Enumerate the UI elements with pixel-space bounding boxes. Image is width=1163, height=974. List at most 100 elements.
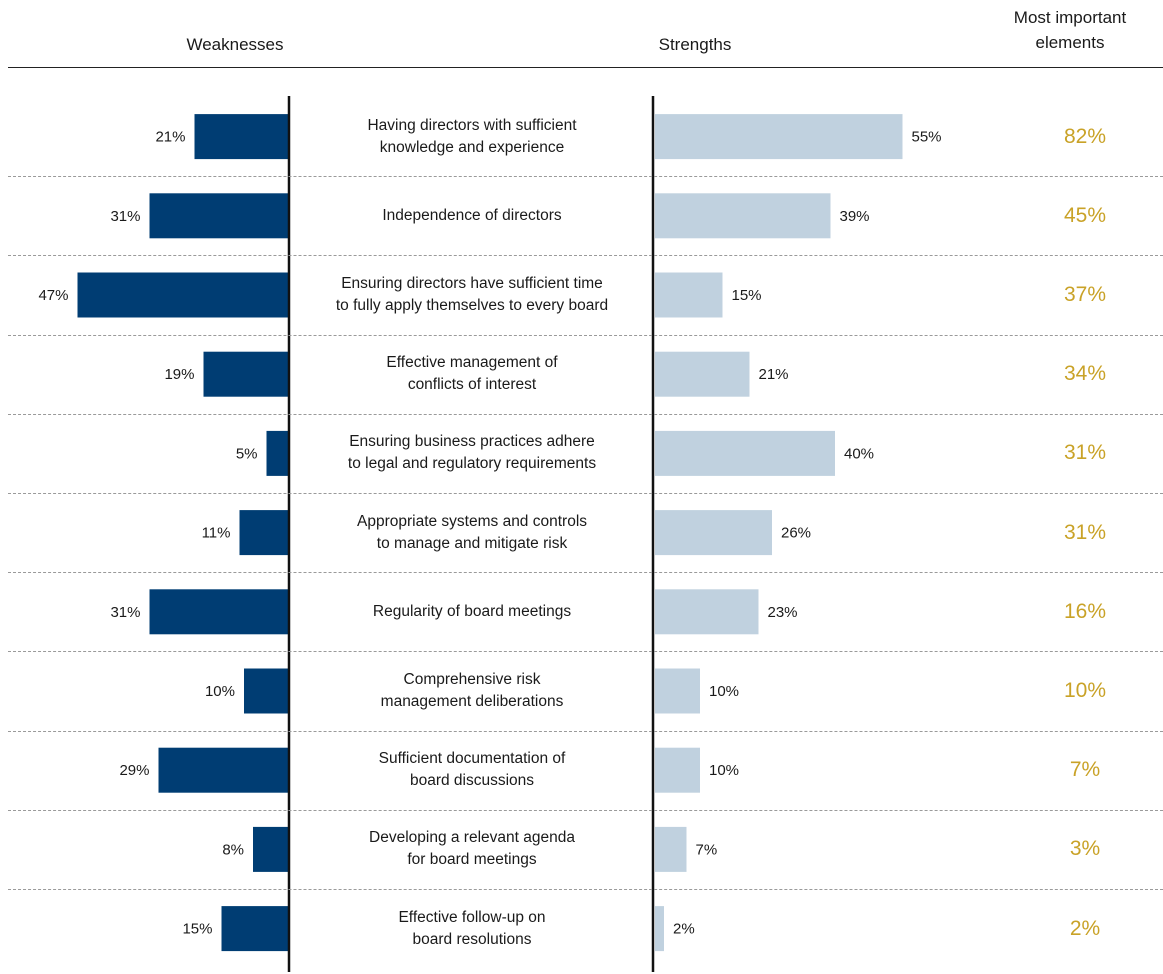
weakness-bar (77, 272, 289, 318)
weakness-value-label: 10% (205, 683, 235, 700)
category-label-line: Ensuring directors have sufficient time (341, 274, 603, 292)
category-label: Regularity of board meetings (296, 572, 648, 651)
weakness-bar (149, 589, 289, 635)
strength-value-label: 7% (696, 841, 718, 858)
weakness-bar (244, 668, 289, 714)
category-label-line: Effective management of (386, 354, 558, 372)
strength-bar (655, 826, 687, 872)
category-label: Ensuring business practices adhere to leg… (296, 414, 648, 493)
category-label: Comprehensive risk management deliberatio… (296, 651, 648, 730)
important-value-label: 16% (1063, 599, 1107, 623)
strength-bar (655, 114, 903, 160)
important-value-label: 31% (1063, 520, 1107, 544)
strength-value-label: 10% (709, 762, 739, 779)
row-separator (8, 809, 1163, 811)
category-label: Sufficient documentation of board discuss… (296, 731, 648, 810)
strength-value-label: 21% (759, 366, 789, 383)
row-separator (8, 493, 1163, 494)
strengths-header: Strengths (658, 35, 732, 54)
weakness-value-label: 15% (182, 921, 212, 938)
row-separator (8, 255, 1163, 257)
strength-value-label: 40% (844, 445, 874, 462)
most-important-header-line1: Most important (1013, 8, 1127, 27)
strength-bar (655, 193, 831, 239)
category-label: Effective follow-up on board resolutions (296, 889, 648, 968)
strength-bar (655, 668, 700, 714)
category-label-line: conflicts of interest (407, 376, 537, 394)
important-value-label: 3% (1069, 837, 1101, 861)
weakness-bar (194, 114, 289, 160)
category-label-line: Regularity of board meetings (372, 602, 572, 620)
strength-bar (655, 747, 700, 793)
category-label-line: Having directors with sufficient (367, 116, 577, 134)
strength-bar (655, 272, 723, 318)
row-separator (8, 413, 1163, 415)
row-separator (8, 730, 1163, 732)
important-value-label: 34% (1063, 362, 1107, 386)
important-value-label: 7% (1069, 758, 1101, 782)
weakness-value-label: 29% (119, 762, 149, 779)
row-separator (8, 572, 1163, 574)
important-value-label: 10% (1063, 678, 1107, 702)
category-label-line: management deliberations (380, 692, 564, 710)
category-label-line: to legal and regulatory requirements (347, 455, 597, 473)
strength-value-label: 39% (840, 208, 870, 225)
row-separator (8, 334, 1163, 336)
weaknesses-header: Weaknesses (186, 35, 284, 54)
strength-value-label: 26% (781, 525, 811, 542)
row-separator (8, 176, 1163, 178)
category-label-line: to fully apply themselves to every board (335, 296, 609, 314)
most-important-header-line2: elements (1035, 33, 1105, 52)
category-label-line: Developing a relevant agenda (369, 829, 575, 847)
most-important-header: Most important elements (980, 5, 1160, 55)
category-label-line: to manage and mitigate risk (376, 534, 568, 552)
weakness-bar (221, 906, 289, 952)
weakness-value-label: 21% (155, 129, 185, 146)
weakness-value-label: 19% (164, 366, 194, 383)
row-separator (8, 651, 1163, 653)
category-label: Effective management of conflicts of inte… (296, 335, 648, 414)
strength-bar (655, 351, 750, 397)
weakness-bar (239, 510, 289, 556)
strength-bar (655, 430, 835, 476)
category-label-line: Independence of directors (382, 206, 562, 224)
strength-value-label: 55% (912, 129, 942, 146)
strength-bar (655, 589, 759, 635)
category-label: Independence of directors (296, 176, 648, 255)
weakness-bar (158, 747, 289, 793)
important-value-label: 82% (1063, 124, 1107, 148)
weakness-bar (149, 193, 289, 239)
weakness-value-label: 31% (110, 604, 140, 621)
strength-value-label: 2% (673, 921, 695, 938)
category-label-line: Appropriate systems and controls (356, 512, 588, 530)
category-label-line: for board meetings (407, 851, 537, 869)
category-label-line: knowledge and experience (379, 138, 565, 156)
row-separator (8, 889, 1163, 890)
category-label: Appropriate systems and controls to manag… (296, 493, 648, 572)
header-rule (8, 67, 1163, 68)
important-value-label: 45% (1063, 203, 1107, 227)
weakness-value-label: 11% (202, 525, 231, 542)
important-value-label: 2% (1069, 916, 1101, 940)
important-value-label: 31% (1063, 441, 1107, 465)
weakness-bar (253, 826, 289, 872)
important-value-label: 37% (1063, 282, 1107, 306)
strength-value-label: 23% (768, 604, 798, 621)
strength-bar (655, 510, 772, 556)
weakness-value-label: 5% (236, 445, 258, 462)
category-label-line: board resolutions (412, 930, 532, 948)
weakness-bar (203, 351, 289, 397)
weakness-value-label: 31% (110, 208, 140, 225)
weakness-value-label: 8% (222, 841, 244, 858)
strength-bar (655, 906, 664, 952)
category-label: Developing a relevant agenda for board me… (296, 810, 648, 889)
category-label: Having directors with sufficient knowledg… (296, 97, 648, 176)
category-label-line: Sufficient documentation of (378, 750, 566, 768)
weakness-bar (266, 430, 289, 476)
category-label-line: Ensuring business practices adhere (349, 433, 595, 451)
weakness-value-label: 47% (38, 287, 68, 304)
category-label-line: Effective follow-up on (398, 908, 546, 926)
category-label-line: board discussions (409, 772, 535, 790)
strength-value-label: 15% (732, 287, 762, 304)
